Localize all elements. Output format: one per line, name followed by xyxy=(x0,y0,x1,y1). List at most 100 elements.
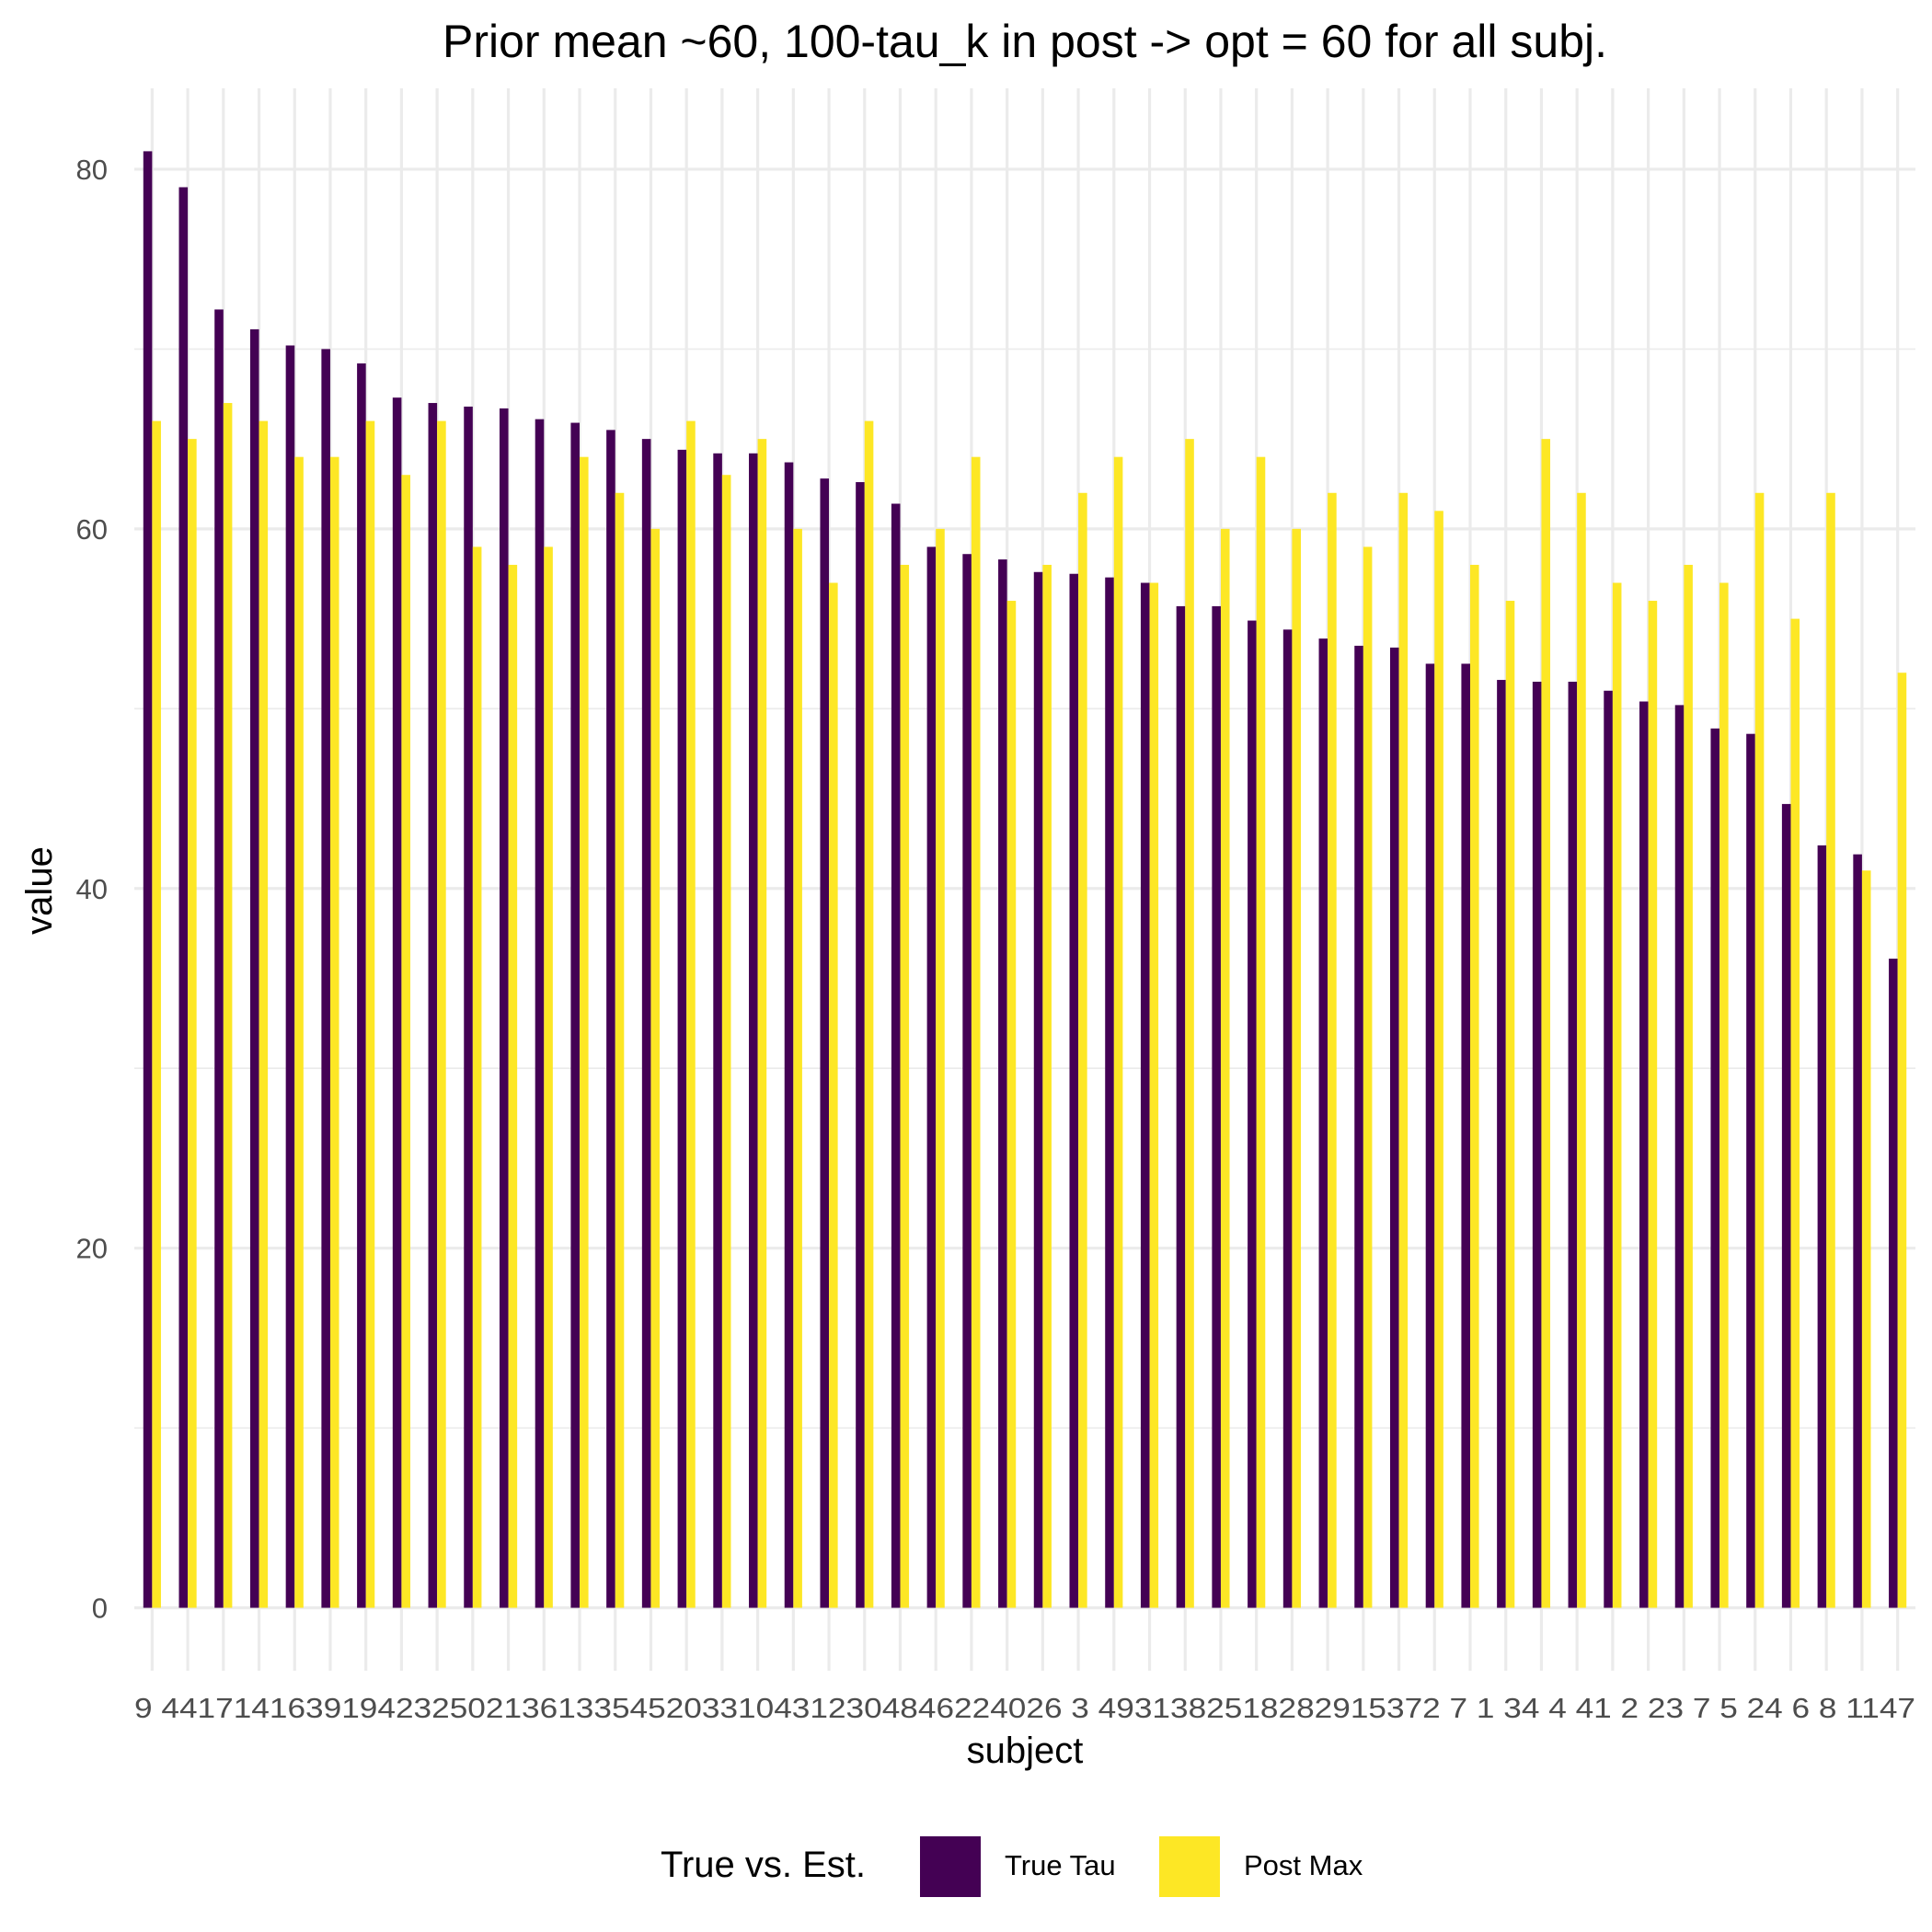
bar-true-tau xyxy=(1389,647,1399,1608)
bar-true-tau xyxy=(856,482,865,1608)
bar-post-max xyxy=(900,564,910,1608)
bar-post-max xyxy=(1684,564,1693,1608)
bar-true-tau xyxy=(321,349,330,1608)
bar-true-tau xyxy=(606,430,615,1608)
bar-true-tau xyxy=(1140,582,1150,1608)
chart-title: Prior mean ~60, 100-tau_k in post -> opt… xyxy=(443,16,1607,67)
bar-true-tau xyxy=(749,453,758,1608)
bar-true-tau xyxy=(713,453,722,1608)
bar-true-tau xyxy=(1105,577,1114,1608)
bar-true-tau xyxy=(820,478,830,1608)
bar-post-max xyxy=(650,528,661,1608)
bar-true-tau xyxy=(1248,620,1257,1608)
bar-post-max xyxy=(1149,582,1159,1608)
bar-true-tau xyxy=(784,462,794,1608)
bar-post-max xyxy=(936,528,945,1608)
y-axis-title: value xyxy=(19,846,60,935)
bar-post-max xyxy=(1256,456,1266,1608)
bar-post-max xyxy=(508,564,518,1608)
bar-post-max xyxy=(1826,492,1835,1608)
bar-post-max xyxy=(686,420,696,1608)
bar-post-max xyxy=(544,546,553,1608)
bar-post-max xyxy=(1790,618,1800,1608)
bar-post-max xyxy=(757,439,767,1608)
bar-post-max xyxy=(1434,511,1443,1608)
bar-post-max xyxy=(1648,601,1658,1608)
y-tick-label: 40 xyxy=(76,873,108,905)
bar-true-tau xyxy=(464,406,473,1608)
bar-true-tau xyxy=(1425,663,1435,1608)
bar-true-tau xyxy=(677,449,687,1608)
y-tick-label: 80 xyxy=(76,154,108,186)
bar-true-tau xyxy=(1568,682,1578,1608)
bar-true-tau xyxy=(1817,845,1827,1608)
bar-true-tau xyxy=(1497,680,1506,1608)
bar-true-tau xyxy=(641,439,651,1608)
bar-post-max xyxy=(1897,673,1907,1608)
legend-key-post-max xyxy=(1159,1836,1220,1897)
bar-post-max xyxy=(1719,582,1729,1608)
bar-true-tau xyxy=(1069,573,1079,1608)
y-tick-label: 0 xyxy=(92,1593,108,1625)
bar-post-max xyxy=(1861,870,1871,1608)
bar-post-max xyxy=(615,492,625,1608)
bar-true-tau xyxy=(357,363,366,1608)
x-axis-title: subject xyxy=(967,1731,1084,1771)
bar-post-max xyxy=(1220,528,1230,1608)
x-tick-labels: 9 44171416391942325021361335452033104312… xyxy=(134,1692,1915,1724)
bar-post-max xyxy=(971,456,981,1608)
bar-true-tau xyxy=(570,422,580,1608)
legend-label-post-max: Post Max xyxy=(1244,1849,1363,1881)
legend-title: True vs. Est. xyxy=(661,1845,866,1885)
bar-true-tau xyxy=(1746,733,1755,1608)
bar-post-max xyxy=(580,456,589,1608)
bar-true-tau xyxy=(1354,645,1363,1608)
legend-label-true-tau: True Tau xyxy=(1005,1849,1116,1881)
bar-true-tau xyxy=(962,554,972,1608)
bar-true-tau xyxy=(1889,959,1898,1608)
bars xyxy=(143,151,1907,1608)
bar-post-max xyxy=(472,546,482,1608)
bar-post-max xyxy=(1292,528,1301,1608)
bar-true-tau xyxy=(249,328,259,1608)
bar-true-tau xyxy=(1781,803,1791,1608)
y-tick-label: 20 xyxy=(76,1233,108,1265)
bar-true-tau xyxy=(1282,629,1293,1608)
bar-post-max xyxy=(1006,601,1017,1608)
bar-post-max xyxy=(829,582,838,1608)
bar-true-tau xyxy=(535,419,545,1608)
bar-post-max xyxy=(1470,564,1479,1608)
bar-post-max xyxy=(152,420,161,1608)
bar-post-max xyxy=(1113,456,1123,1608)
bar-true-tau xyxy=(998,559,1007,1608)
bar-true-tau xyxy=(1674,705,1685,1608)
bar-true-tau xyxy=(428,403,438,1608)
bar-true-tau xyxy=(1461,663,1470,1608)
bar-true-tau xyxy=(178,187,189,1608)
bar-true-tau xyxy=(1212,605,1221,1608)
bar-true-tau xyxy=(143,151,153,1608)
bar-post-max xyxy=(329,456,339,1608)
bar-post-max xyxy=(721,475,731,1608)
bar-post-max xyxy=(365,420,375,1608)
bar-post-max xyxy=(1328,492,1337,1608)
bar-post-max xyxy=(1577,492,1586,1608)
bar-true-tau xyxy=(1033,571,1043,1608)
bar-true-tau xyxy=(891,503,901,1608)
bar-post-max xyxy=(294,456,304,1608)
bar-true-tau xyxy=(1639,701,1649,1608)
bar-true-tau xyxy=(285,345,295,1608)
y-tick-labels: 0 20 40 60 80 xyxy=(76,154,108,1625)
bar-true-tau xyxy=(926,546,937,1608)
bar-post-max xyxy=(1185,439,1194,1608)
bar-post-max xyxy=(188,439,197,1608)
bar-post-max xyxy=(793,528,802,1608)
bar-post-max xyxy=(1505,601,1515,1608)
bar-post-max xyxy=(1398,492,1409,1608)
bar-post-max xyxy=(1754,492,1765,1608)
bar-post-max xyxy=(1541,439,1551,1608)
bar-true-tau xyxy=(1176,605,1186,1608)
bar-true-tau xyxy=(1604,690,1613,1608)
bar-post-max xyxy=(223,403,233,1608)
